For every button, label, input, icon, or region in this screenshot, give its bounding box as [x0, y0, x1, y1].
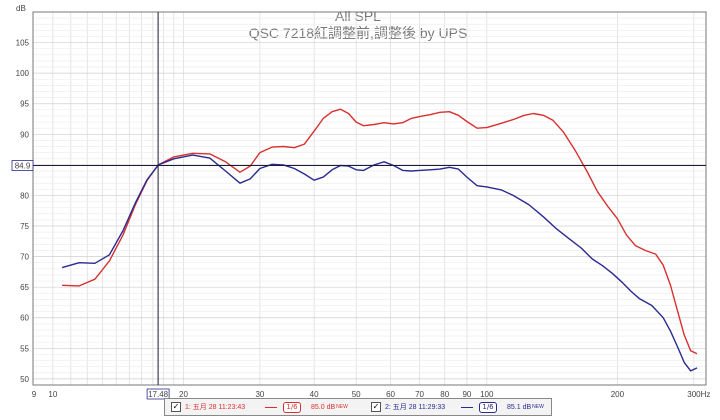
x-tick-label: 20 [179, 390, 188, 399]
series-line-2 [61, 154, 698, 372]
y-tick-label: 105 [16, 39, 30, 48]
cursor-y-readout: 84.9 [15, 161, 31, 170]
y-tick-label: 100 [16, 69, 30, 78]
y-tick-label: 50 [20, 375, 29, 384]
cursor-x-readout: 17.48 [148, 390, 169, 399]
x-tick-label: 60 [386, 390, 395, 399]
y-tick-label: 95 [20, 100, 29, 109]
x-tick-label: 300Hz [687, 390, 710, 399]
x-axis-ticks: 9 10 20 30 40 50 60 70 80 90 100 200 300Hz [32, 390, 711, 399]
series-2-swatch [461, 406, 473, 408]
series-1-tag: NEW [336, 404, 348, 410]
y-tick-label: 65 [20, 283, 29, 292]
series-2-name: 2: 五月 28 11:29:33 [385, 404, 446, 411]
plot-frame [32, 11, 707, 386]
series-line-1 [62, 108, 698, 355]
y-axis-unit: dB [16, 4, 26, 13]
y-tick-label: 90 [20, 130, 29, 139]
x-tick-label: 70 [415, 390, 424, 399]
series-1-name: 1: 五月 28 11:23:43 [185, 404, 246, 411]
grid [33, 12, 706, 386]
x-tick-label: 200 [611, 390, 625, 399]
series-1-swatch [265, 406, 277, 408]
chart-subtitle: QSC 7218紅調整前,調整後 by UPS [249, 25, 468, 41]
series-lines [61, 108, 698, 372]
y-tick-label: 75 [20, 222, 29, 231]
x-tick-label: 80 [440, 390, 449, 399]
cursor-x-readout-box [146, 388, 170, 400]
x-tick-label: 100 [480, 390, 494, 399]
x-tick-label: 50 [352, 390, 361, 399]
x-tick-label: 40 [310, 390, 319, 399]
legend-item-1: ✓ 1: 五月 28 11:23:43 1/6 85.0 dB NEW [165, 399, 365, 415]
series-2-smoothing-button[interactable]: 1/6 [479, 401, 497, 413]
y-tick-label: 80 [20, 191, 29, 200]
series-2-checkbox[interactable]: ✓ [371, 402, 381, 412]
cursor-y-readout-box [11, 160, 34, 171]
x-tick-label: 30 [255, 390, 264, 399]
y-tick-label: 60 [20, 314, 29, 323]
x-tick-label: 10 [48, 390, 57, 399]
series-1-level: 85.0 dB [311, 403, 336, 411]
cursor[interactable]: 84.9 17.48 [11, 12, 706, 400]
series-1-checkbox[interactable]: ✓ [171, 402, 181, 412]
y-axis-ticks: 50556065707580859095100105 [16, 39, 30, 384]
series-2-tag: NEW [532, 404, 544, 410]
x-tick-label: 90 [462, 390, 471, 399]
x-tick-label: 9 [32, 390, 37, 399]
series-2-level: 85.1 dB [507, 403, 532, 411]
chart-title: All SPL [335, 8, 381, 24]
y-tick-label: 55 [20, 344, 29, 353]
y-tick-label: 70 [20, 253, 29, 262]
legend: ✓ 1: 五月 28 11:23:43 1/6 85.0 dB NEW ✓ 2:… [164, 398, 552, 416]
legend-item-2: ✓ 2: 五月 28 11:29:33 1/6 85.1 dB NEW [365, 399, 544, 415]
series-1-smoothing-button[interactable]: 1/6 [283, 401, 301, 413]
